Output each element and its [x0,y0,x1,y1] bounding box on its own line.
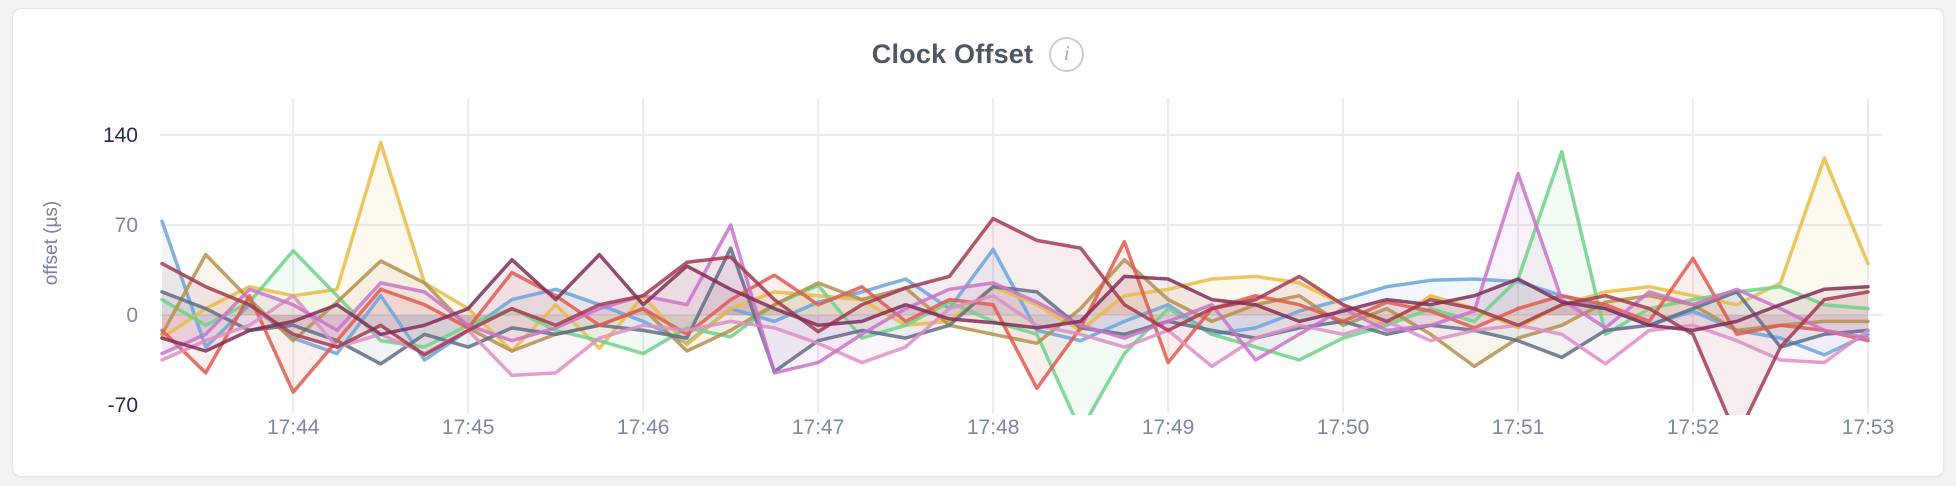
x-tick-17:52: 17:52 [1667,416,1720,439]
x-tick-17:46: 17:46 [617,416,670,439]
x-tick-17:48: 17:48 [967,416,1020,439]
series-plum-line [160,252,1870,353]
series-orchid-fill [162,173,1868,373]
info-icon-glyph: i [1063,40,1070,65]
clock-offset-card [12,8,1944,477]
series-orchid-line [160,171,1870,375]
chart-title: Clock Offset [871,38,1034,69]
x-tick-17:53: 17:53 [1842,416,1895,439]
y-tick-140: 140 [103,124,138,147]
series-green-line [160,149,1870,415]
series-plum-fill [162,254,1868,351]
series-maroon-line [160,216,1870,415]
x-tick-17:44: 17:44 [267,416,320,439]
series-maroon-fill [162,218,1868,415]
y-tick--70: -70 [108,394,138,417]
x-tick-17:50: 17:50 [1317,416,1370,439]
series-red-fill [162,241,1868,393]
y-tick-0: 0 [126,304,138,327]
x-tick-17:51: 17:51 [1492,416,1545,439]
chart-header: Clock Offset i [0,34,1956,74]
y-tick-70: 70 [115,214,138,237]
info-icon[interactable]: i [1049,36,1085,72]
x-tick-17:47: 17:47 [792,416,845,439]
y-axis-title: offset (µs) [41,200,62,286]
series-gold-line [160,140,1870,353]
x-tick-17:49: 17:49 [1142,416,1195,439]
x-tick-17:45: 17:45 [442,416,495,439]
